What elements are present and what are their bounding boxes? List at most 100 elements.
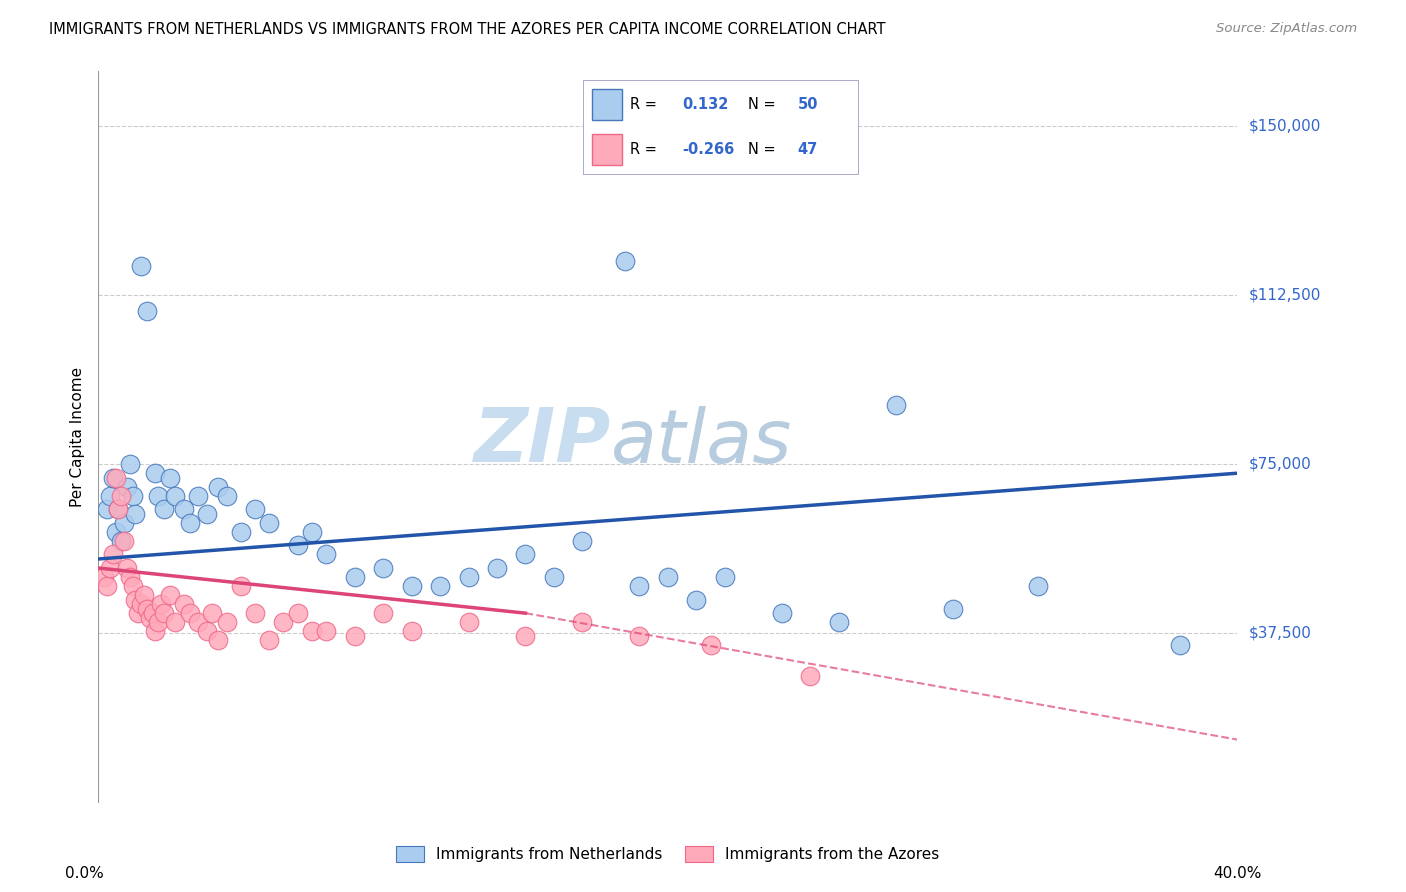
Point: [98, 489, 121, 503]
Text: N =: N =: [748, 97, 776, 112]
Point: [141, 606, 163, 620]
Point: [884, 399, 907, 413]
Point: [315, 624, 337, 639]
Point: [150, 597, 173, 611]
Point: [515, 629, 537, 643]
Y-axis label: Per Capita Income: Per Capita Income: [69, 367, 84, 508]
Point: [429, 579, 451, 593]
Point: [543, 570, 565, 584]
Point: [243, 606, 266, 620]
Point: [401, 579, 423, 593]
Point: [259, 516, 281, 530]
Point: [118, 570, 141, 584]
Point: [614, 254, 637, 268]
Text: N =: N =: [748, 142, 776, 157]
Text: $112,500: $112,500: [1249, 287, 1322, 302]
Point: [124, 592, 146, 607]
Point: [343, 570, 366, 584]
Point: [159, 471, 181, 485]
Point: [115, 480, 138, 494]
Point: [145, 624, 167, 639]
Point: [110, 533, 132, 548]
Text: atlas: atlas: [612, 406, 793, 477]
Text: R =: R =: [630, 97, 657, 112]
Point: [129, 259, 152, 273]
Point: [107, 502, 129, 516]
Point: [195, 507, 218, 521]
Point: [124, 507, 146, 521]
Point: [287, 606, 309, 620]
Point: [159, 588, 181, 602]
Point: [215, 489, 238, 503]
Text: 0.0%: 0.0%: [65, 866, 104, 881]
Point: [201, 606, 224, 620]
Point: [104, 524, 127, 539]
Point: [112, 516, 135, 530]
Point: [165, 615, 187, 630]
Point: [571, 533, 593, 548]
Point: [148, 489, 170, 503]
Point: [121, 489, 143, 503]
Legend: Immigrants from Netherlands, Immigrants from the Azores: Immigrants from Netherlands, Immigrants …: [391, 840, 945, 868]
Text: $75,000: $75,000: [1249, 457, 1312, 472]
Point: [153, 606, 176, 620]
Point: [187, 615, 209, 630]
Text: -0.266: -0.266: [682, 142, 734, 157]
Point: [115, 561, 138, 575]
Point: [457, 570, 479, 584]
Point: [1026, 579, 1049, 593]
Text: 40.0%: 40.0%: [1213, 866, 1261, 881]
Text: 50: 50: [797, 97, 818, 112]
Point: [179, 606, 201, 620]
Point: [486, 561, 509, 575]
Point: [165, 489, 187, 503]
Point: [132, 588, 155, 602]
Point: [301, 524, 323, 539]
Point: [173, 502, 195, 516]
Point: [96, 579, 118, 593]
Text: $150,000: $150,000: [1249, 118, 1322, 133]
Point: [135, 601, 157, 615]
Point: [401, 624, 423, 639]
Point: [229, 524, 252, 539]
Point: [571, 615, 593, 630]
Point: [273, 615, 295, 630]
Point: [243, 502, 266, 516]
Point: [657, 570, 679, 584]
Text: 0.132: 0.132: [682, 97, 728, 112]
Point: [699, 638, 721, 652]
FancyBboxPatch shape: [592, 134, 621, 164]
Point: [628, 629, 651, 643]
Text: Source: ZipAtlas.com: Source: ZipAtlas.com: [1216, 22, 1357, 36]
Point: [110, 489, 132, 503]
Text: R =: R =: [630, 142, 657, 157]
Point: [301, 624, 323, 639]
Point: [127, 606, 149, 620]
Point: [770, 606, 793, 620]
Point: [145, 466, 167, 480]
FancyBboxPatch shape: [592, 88, 621, 120]
Point: [187, 489, 209, 503]
Point: [195, 624, 218, 639]
Point: [179, 516, 201, 530]
Point: [685, 592, 707, 607]
Point: [104, 471, 127, 485]
Point: [101, 471, 124, 485]
Point: [112, 533, 135, 548]
Point: [138, 610, 160, 624]
Point: [1170, 638, 1192, 652]
Point: [173, 597, 195, 611]
Point: [343, 629, 366, 643]
Point: [101, 548, 124, 562]
Point: [207, 633, 229, 648]
Point: [98, 561, 121, 575]
Point: [215, 615, 238, 630]
Point: [259, 633, 281, 648]
Point: [287, 538, 309, 552]
Point: [371, 561, 394, 575]
Point: [515, 548, 537, 562]
Point: [207, 480, 229, 494]
Point: [148, 615, 170, 630]
Text: $37,500: $37,500: [1249, 626, 1312, 641]
Point: [107, 502, 129, 516]
